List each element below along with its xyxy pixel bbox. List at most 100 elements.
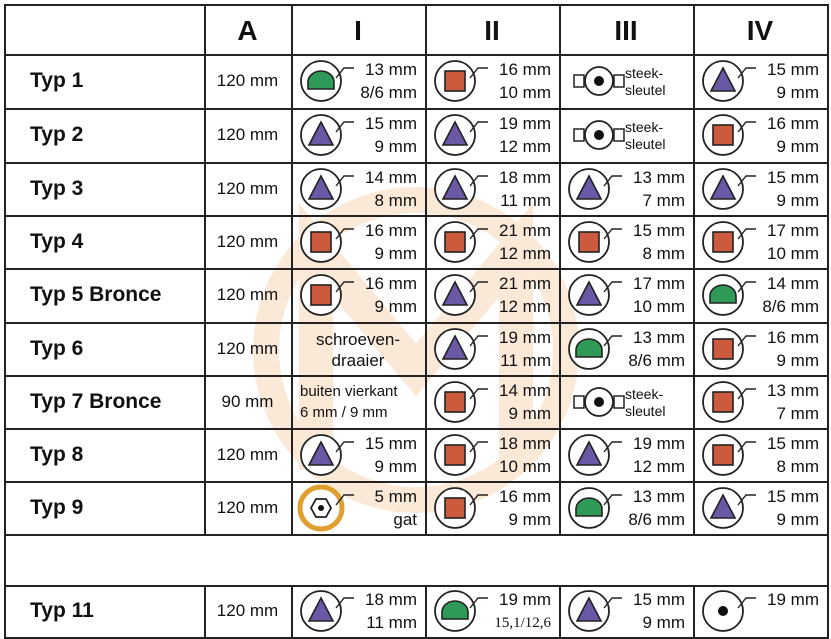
leader-line <box>737 227 756 239</box>
triangle-icon <box>702 167 744 210</box>
triangle-icon <box>702 486 744 529</box>
leader-line <box>335 493 354 505</box>
row-divider <box>4 108 828 110</box>
square-icon <box>568 220 610 263</box>
square-icon <box>702 114 744 156</box>
row-label: Typ 9 <box>30 495 84 519</box>
triangle-icon <box>300 590 342 632</box>
dimension-top: 18 mm <box>499 167 551 187</box>
dimension-top: 14 mm <box>499 380 551 400</box>
dimension-top: 15 mm <box>633 220 685 240</box>
dimension-bottom: 7 mm <box>776 403 820 423</box>
dimension-top: 19 mm <box>767 590 819 609</box>
column-header-iii: III <box>614 15 638 46</box>
leader-line <box>469 227 488 239</box>
dimension-top: 19 mm <box>499 327 551 347</box>
dimension-bottom: 9 mm <box>776 83 820 102</box>
dimension-bottom: 8/6 mm <box>360 83 417 102</box>
wrench-key-icon <box>573 386 625 417</box>
triangle-icon <box>568 590 610 632</box>
dome-icon <box>702 274 744 316</box>
cell-note-line1: buiten vierkant <box>300 382 398 400</box>
dimension-bottom: 9 mm <box>776 190 820 210</box>
dimension-bottom: 8/6 mm <box>628 509 685 529</box>
row-divider <box>4 322 828 324</box>
cell-note-line2: sleutel <box>625 136 666 152</box>
row-divider <box>4 428 828 430</box>
dimension-bottom: 12 mm <box>499 243 551 263</box>
square-icon <box>434 486 476 529</box>
cell-note-line1: steek- <box>625 65 664 81</box>
column-divider <box>693 4 695 534</box>
leader-line <box>469 334 488 346</box>
row-divider <box>4 481 828 483</box>
dimension-top: 13 mm <box>767 380 819 400</box>
dimension-top: 14 mm <box>767 274 819 293</box>
cell-note-line2: sleutel <box>625 402 666 419</box>
square-icon <box>434 60 476 102</box>
triangle-icon <box>568 433 610 476</box>
leader-line <box>335 121 354 133</box>
triangle-icon <box>568 167 610 210</box>
row-divider <box>4 4 828 6</box>
dimension-bottom: 12 mm <box>499 137 551 156</box>
dimension-bottom: 9 mm <box>374 456 418 476</box>
dimension-top: 15 mm <box>365 433 417 453</box>
row-label: Typ 2 <box>30 123 84 146</box>
row-divider <box>4 268 828 270</box>
dimension-top: 16 mm <box>499 60 551 79</box>
dimension-bottom: 9 mm <box>776 509 820 529</box>
leader-line <box>603 281 622 293</box>
cell-note-line2: sleutel <box>625 82 666 98</box>
dimension-bottom: 10 mm <box>767 243 819 263</box>
row-label: Typ 5 Bronce <box>30 283 162 306</box>
leader-line <box>469 281 488 293</box>
row-divider <box>4 534 828 536</box>
dimension-bottom: 9 mm <box>374 137 418 156</box>
dimension-bottom: 9 mm <box>374 297 418 316</box>
triangle-icon <box>300 167 342 210</box>
length-value: 120 mm <box>216 497 279 517</box>
dimension-bottom: 8 mm <box>642 243 686 263</box>
dimension-top: 14 mm <box>365 167 417 187</box>
square-icon <box>702 220 744 263</box>
dimension-bottom: 11 mm <box>500 190 551 210</box>
row-label: Typ 7 Bronce <box>30 389 162 413</box>
column-header-i: I <box>354 15 362 46</box>
length-value: 120 mm <box>216 285 279 304</box>
leader-line <box>737 174 756 186</box>
square-icon <box>434 220 476 263</box>
leader-line <box>469 597 488 609</box>
leader-line <box>469 174 488 186</box>
dome-icon <box>568 327 610 370</box>
row-divider <box>4 215 828 217</box>
leader-line <box>603 334 622 346</box>
dimension-bottom: 7 mm <box>642 190 686 210</box>
row-divider <box>4 162 828 164</box>
triangle-icon <box>434 114 476 156</box>
row-label: Typ 8 <box>30 442 84 466</box>
dimension-bottom: 15,1/12,6 <box>494 615 551 631</box>
row-label: Typ 6 <box>30 336 84 360</box>
dimension-top: 18 mm <box>365 590 417 609</box>
row-divider <box>4 375 828 377</box>
leader-line <box>335 281 354 293</box>
wrench-key-icon <box>573 120 625 150</box>
dimension-bottom: 9 mm <box>776 137 820 156</box>
dot-icon <box>702 590 744 632</box>
leader-line <box>737 440 756 452</box>
leader-line <box>469 387 488 399</box>
table-border <box>4 4 6 639</box>
hex-icon <box>297 484 345 531</box>
dimension-top: 19 mm <box>499 590 551 609</box>
dimension-top: 15 mm <box>767 167 819 187</box>
leader-line <box>603 174 622 186</box>
square-icon <box>702 380 744 423</box>
dimension-bottom: 8/6 mm <box>628 350 685 370</box>
leader-line <box>335 174 354 186</box>
dimension-top: 15 mm <box>767 486 819 506</box>
dimension-top: 16 mm <box>365 274 417 293</box>
wrench-key-icon <box>573 66 625 96</box>
column-divider <box>425 585 427 639</box>
